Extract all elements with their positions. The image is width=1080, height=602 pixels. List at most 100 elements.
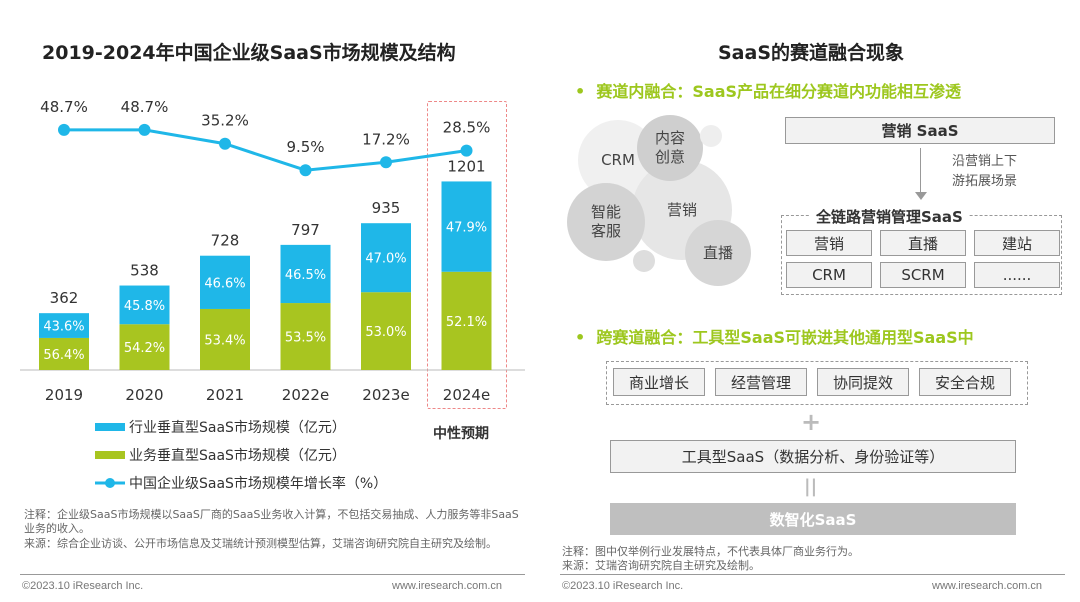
digital-saas-box: 数智化SaaS: [610, 503, 1016, 535]
growth-label: 48.7%: [40, 98, 88, 116]
circle-content: 内容创意: [637, 115, 703, 181]
bar-business-2022e: [280, 303, 331, 370]
growth-label: 17.2%: [362, 130, 410, 148]
general-items: 商业增长 经营管理 协同提效 安全合规: [613, 368, 1011, 396]
share-label-business: 52.1%: [446, 315, 487, 330]
growth-line: [64, 128, 467, 172]
group-item: 营销: [786, 230, 872, 256]
circle-live: 直播: [685, 220, 751, 286]
share-label-business: 56.4%: [43, 348, 84, 363]
bar-industry-2022e: [280, 244, 331, 304]
copyright: ©2023.10 iResearch Inc.: [22, 580, 144, 592]
legend-swatch: [95, 423, 125, 431]
bar-industry-2023e: [361, 223, 411, 293]
legend-line-marker-icon: [95, 478, 125, 488]
group-item: CRM: [786, 262, 872, 288]
copyright: ©2023.10 iResearch Inc.: [562, 580, 684, 592]
right-source: 来源：艾瑞咨询研究院自主研究及绘制。: [562, 559, 760, 572]
growth-label: 48.7%: [121, 98, 169, 116]
bar-business-2023e: [361, 292, 411, 370]
total-label: 935: [372, 199, 401, 217]
share-label-industry: 47.9%: [446, 221, 487, 236]
share-label-industry: 43.6%: [43, 320, 84, 335]
share-label-industry: 46.6%: [204, 276, 245, 291]
share-label-business: 53.4%: [204, 333, 245, 348]
website: www.iresearch.com.cn: [392, 580, 503, 592]
right-note: 注释：图中仅举例行业发展特点，不代表具体厂商业务行为。: [562, 545, 859, 558]
divider: [560, 574, 1065, 575]
left-note: 注释：企业级SaaS市场规模以SaaS厂商的SaaS业务收入计算，不包括交易抽成…: [24, 508, 519, 535]
general-item: 商业增长: [613, 368, 705, 396]
bar-business-2020: [119, 324, 170, 370]
growth-label: 28.5%: [443, 119, 491, 137]
share-label-industry: 45.8%: [124, 299, 165, 314]
general-saas-group: [606, 361, 1028, 405]
tool-saas-box: 工具型SaaS（数据分析、身份验证等）: [610, 440, 1016, 473]
bar-industry-2024e: [441, 181, 492, 272]
section-in-track: • 赛道内融合：SaaS产品在细分赛道内功能相互渗透: [575, 82, 962, 101]
legend-item-growth: 中国企业级SaaS市场规模年增长率（%）: [95, 473, 387, 493]
arrow-down-icon: [915, 192, 927, 200]
growth-label: 9.5%: [286, 138, 324, 156]
bar-business-2024e: [441, 271, 492, 370]
circle-small-deco: [633, 250, 655, 272]
section-cross-track: • 跨赛道融合：工具型SaaS可嵌进其他通用型SaaS中: [575, 328, 974, 347]
group-item: SCRM: [880, 262, 966, 288]
chart-svg: 56.4% 43.6% 362 2019 54.2% 45.8% 538 2020 53.4% 4…: [20, 98, 525, 404]
total-label: 538: [130, 262, 159, 280]
x-tick-label: 2024e: [443, 386, 490, 404]
group-item: ......: [974, 262, 1060, 288]
chart-title: 2019-2024年中国企业级SaaS市场规模及结构: [42, 42, 456, 64]
share-label-business: 53.5%: [285, 331, 326, 346]
x-tick-label: 2020: [125, 386, 163, 404]
x-tick-label: 2022e: [282, 386, 329, 404]
website: www.iresearch.com.cn: [932, 580, 1043, 592]
share-label-industry: 46.5%: [285, 268, 326, 283]
legend-item-business: 业务垂直型SaaS市场规模（亿元）: [95, 445, 387, 465]
diagram-title: SaaS的赛道融合现象: [718, 42, 905, 64]
plus-icon: +: [801, 408, 822, 436]
arrow-line: [920, 148, 921, 193]
total-label: 728: [211, 232, 240, 250]
share-label-business: 53.0%: [365, 325, 406, 340]
total-label: 362: [50, 289, 79, 307]
growth-point: [219, 137, 231, 150]
share-label-business: 54.2%: [124, 341, 165, 356]
bar-industry-2019: [39, 313, 89, 338]
share-label-industry: 47.0%: [365, 252, 406, 267]
general-item: 协同提效: [817, 368, 909, 396]
growth-label: 35.2%: [201, 112, 249, 130]
x-tick-label: 2021: [206, 386, 244, 404]
bar-business-2021: [200, 308, 250, 370]
growth-point: [58, 123, 70, 136]
bar-industry-2021: [200, 255, 250, 309]
legend-item-industry: 行业垂直型SaaS市场规模（亿元）: [95, 417, 387, 437]
group-title: 全链路营销管理SaaS: [810, 206, 969, 227]
growth-point: [138, 123, 151, 136]
bar-business-2019: [39, 337, 89, 370]
total-label: 797: [291, 221, 320, 239]
left-source: 来源：综合企业访谈、公开市场信息及艾瑞统计预测模型估算，艾瑞咨询研究院自主研究及…: [24, 537, 497, 550]
arrow-label: 沿营销上下 游拓展场景: [952, 154, 1018, 189]
legend: 行业垂直型SaaS市场规模（亿元） 业务垂直型SaaS市场规模（亿元） 中国企业…: [95, 417, 387, 493]
circle-small-deco: [700, 125, 722, 147]
total-label: 1201: [447, 157, 485, 175]
forecast-highlight-box: [427, 101, 507, 409]
x-tick-label: 2023e: [362, 386, 409, 404]
general-item: 安全合规: [919, 368, 1011, 396]
growth-point: [380, 156, 392, 169]
growth-point: [460, 144, 473, 157]
forecast-label: 中性预期: [433, 426, 489, 442]
marketing-saas-box: 营销 SaaS: [785, 117, 1055, 144]
legend-swatch: [95, 451, 125, 459]
divider: [20, 574, 525, 575]
equals-icon: ||: [804, 476, 818, 497]
bar-industry-2020: [119, 285, 170, 325]
growth-point: [299, 164, 312, 177]
circle-service: 智能客服: [567, 183, 645, 261]
general-item: 经营管理: [715, 368, 807, 396]
group-item: 直播: [880, 230, 966, 256]
group-items: 营销 直播 建站 CRM SCRM ......: [786, 230, 1060, 288]
group-item: 建站: [974, 230, 1060, 256]
x-tick-label: 2019: [45, 386, 83, 404]
